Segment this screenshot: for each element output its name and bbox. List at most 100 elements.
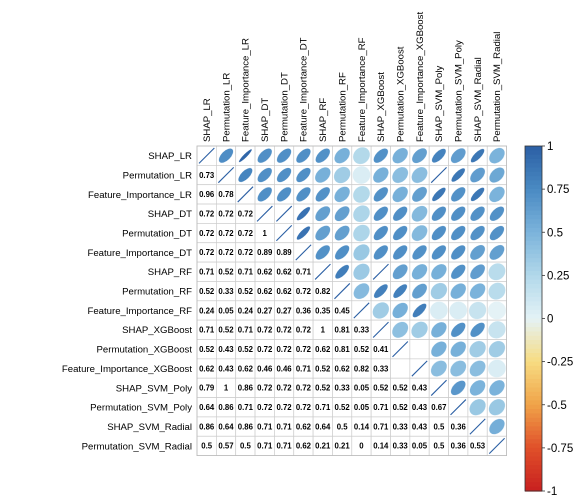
matrix-cell: 0.73 [196,165,217,186]
legend-swatch [525,305,542,311]
legend-swatch [525,223,542,229]
correlation-value-label: 0.71 [276,422,292,431]
correlation-value-label: 0.33 [393,422,409,431]
legend-swatch [525,387,542,393]
correlation-ellipse [392,225,408,241]
matrix-cell: 0.05 [216,300,237,321]
matrix-cell: 0.45 [332,300,353,321]
matrix-cell [312,165,333,186]
matrix-cell [235,145,256,166]
correlation-value-label: 0.43 [412,384,428,393]
matrix-cell [409,184,430,205]
matrix-cell: 0.81 [332,319,353,340]
correlation-ellipse [469,167,486,183]
matrix-cell: 0.52 [351,339,372,360]
correlation-ellipse [353,244,370,261]
diagonal-line [430,379,447,396]
column-label: SHAP_SVM_Radial [473,57,484,142]
correlation-value-label: 0.71 [199,326,215,335]
correlation-ellipse [431,148,447,163]
matrix-cell [370,203,391,224]
matrix-cell [312,203,333,224]
correlation-ellipse [334,206,350,222]
correlation-value-label: 0.52 [354,345,370,354]
correlation-value-label: 0.43 [412,422,428,431]
matrix-cell: 0.72 [293,319,314,340]
row-label: SHAP_SVM_Poly [116,383,192,394]
correlation-value-label: 0.41 [373,345,389,354]
matrix-cell: 0.53 [467,435,488,456]
correlation-value-label: 0.05 [218,306,234,315]
legend-swatch [525,146,542,151]
matrix-cell [254,203,275,224]
correlation-ellipse [372,302,390,319]
correlation-value-label: 0.35 [315,306,331,315]
correlation-ellipse [276,148,292,164]
matrix-cell [293,184,314,205]
matrix-cell [390,203,411,224]
row-label: SHAP_DT [148,209,192,220]
matrix-cell [274,184,295,205]
legend-swatch [525,452,542,458]
matrix-cell [467,397,488,418]
correlation-value-label: 0.82 [315,287,331,296]
matrix-cell: 0.72 [274,397,295,418]
column-label: SHAP_LR [202,98,213,142]
correlation-ellipse [353,282,370,300]
matrix-cell: 0.82 [312,281,333,302]
diagonal-line [488,437,505,454]
correlation-value-label: 0.71 [238,326,254,335]
matrix-cell [428,358,449,379]
matrix-cell: 0.52 [390,377,411,398]
diagonal-line [256,205,273,222]
legend-swatch [525,400,542,406]
matrix-cell [467,300,488,321]
legend-swatch [525,245,542,251]
correlation-ellipse [334,147,351,164]
correlation-ellipse [295,167,311,183]
correlation-ellipse [392,186,409,203]
matrix-cell [409,145,430,166]
row-label: Permutation_LR [123,170,192,181]
correlation-ellipse [430,282,448,300]
matrix-cell: 0.36 [448,435,469,456]
matrix-cell: 0.46 [254,358,275,379]
correlation-value-label: 0.52 [393,384,409,393]
correlation-line [372,263,389,280]
matrix-cell [486,145,507,166]
matrix-cell: 0.71 [370,416,391,437]
matrix-cell: 0.43 [216,339,237,360]
matrix-cell: 0.72 [274,339,295,360]
matrix-cell [293,223,314,244]
matrix-cell: 0.71 [370,397,391,418]
matrix-cell [428,377,449,398]
matrix-grid: 0.730.96 0.780.72 0.72 0.720.72 0.72 0.72 10.7… [196,145,508,457]
matrix-cell: 0.72 [254,377,275,398]
correlation-value-label: 0.89 [257,248,273,257]
matrix-frame [196,145,508,457]
matrix-cell [467,223,488,244]
correlation-value-label: 0.72 [238,248,254,257]
correlation-value-label: 0.86 [199,422,215,431]
matrix-cell [351,261,372,282]
legend-swatch [525,430,542,436]
correlation-ellipse [373,283,388,299]
legend-swatch [525,206,542,212]
correlation-value-label: 0.72 [276,384,292,393]
column-label: Permutation_DT [279,72,290,142]
correlation-value-label: 0.33 [354,326,370,335]
matrix-cell: 0.72 [254,397,275,418]
matrix-cell [390,261,411,282]
matrix-cell [448,300,469,321]
correlation-value-label: 0.64 [199,403,215,412]
matrix-cell [351,300,372,321]
correlation-value-label: 0.05 [354,384,370,393]
correlation-ellipse [469,264,486,280]
correlation-value-label: 0.52 [199,287,215,296]
matrix-cell: 0.24 [235,300,256,321]
correlation-ellipse [469,398,486,416]
legend-swatch [525,202,542,207]
correlation-ellipse [470,206,486,222]
row-label: SHAP_XGBoost [122,325,192,336]
